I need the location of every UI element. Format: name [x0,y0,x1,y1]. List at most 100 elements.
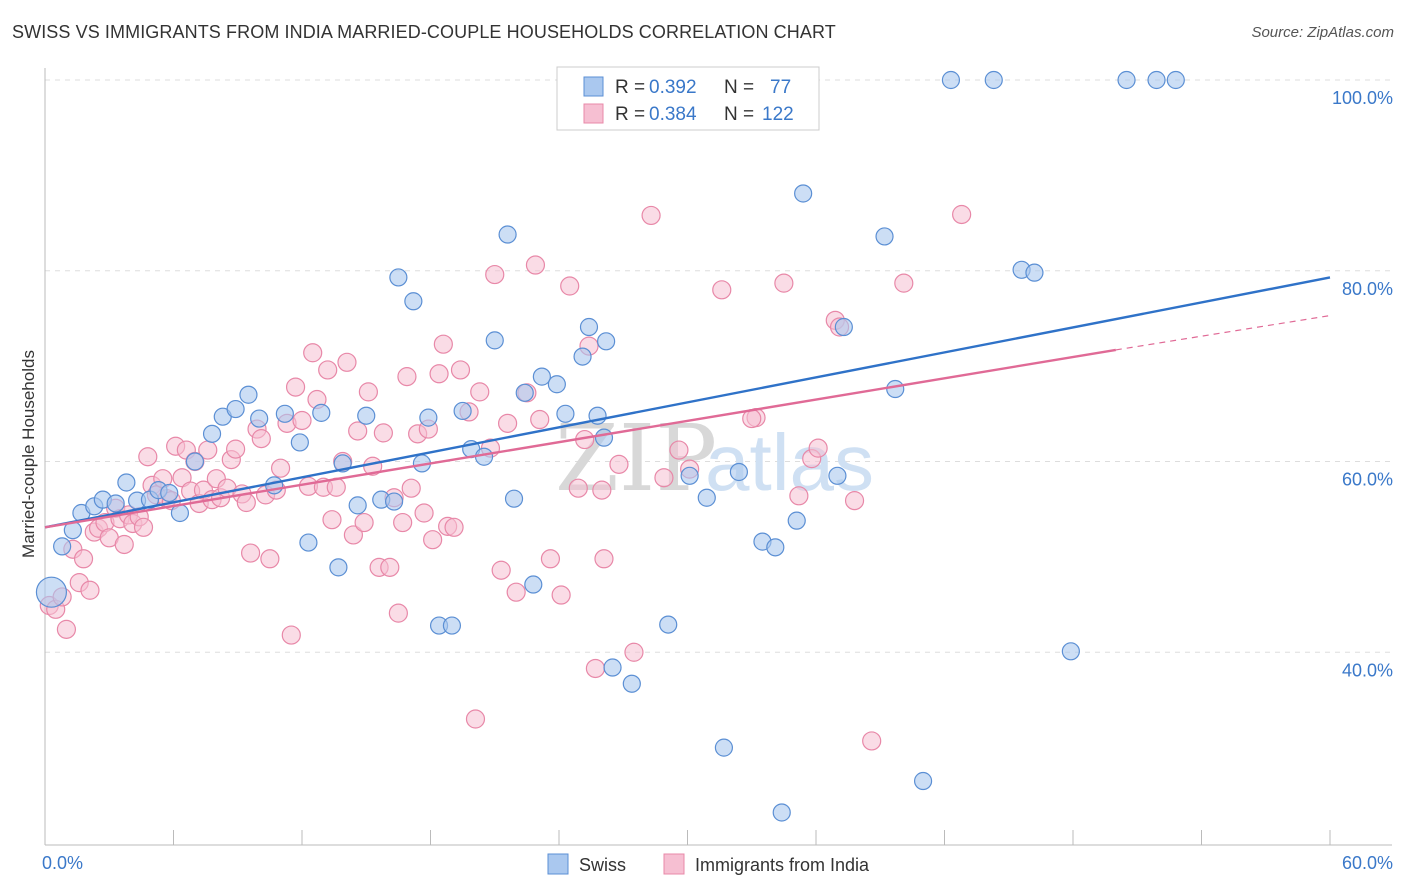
india-point [641,205,661,226]
legend-n-label-2: N = [724,104,754,125]
swiss-point [160,483,179,503]
india-point [318,360,338,380]
swiss-point [1166,70,1185,90]
y-tick-label: 100.0% [1332,88,1393,108]
india-point [322,510,342,530]
source-note: Source: ZipAtlas.com [1251,24,1394,41]
india-point [609,454,629,474]
india-point [80,580,100,600]
india-point [73,549,94,569]
india-point [133,517,154,537]
watermark-atlas: atlas [705,418,874,507]
swiss-point [299,533,318,552]
india-point [450,360,471,380]
bottom-legend-india-swatch [663,853,685,875]
grid-lines [45,79,1392,653]
swiss-point [389,268,408,287]
swiss-point [622,674,641,693]
india-point [226,439,246,459]
y-tick-label: 40.0% [1342,660,1393,680]
chart-title: SWISS VS IMMIGRANTS FROM INDIA MARRIED-C… [12,22,836,42]
india-point [380,557,400,577]
swiss-point [290,433,309,452]
swiss-point [941,70,961,90]
india-point [429,364,449,384]
legend-swiss-swatch [583,76,604,97]
india-point [862,731,882,751]
swiss-point [202,424,222,443]
bottom-legend-swiss-label: Swiss [579,855,626,875]
swiss-point [106,494,125,513]
india-point [654,468,674,488]
india-trend-extension [1115,314,1331,351]
legend-r-value-1: 0.392 [649,77,697,98]
india-point [393,512,413,533]
india-point [808,438,828,458]
india-point [56,619,77,639]
swiss-point [984,70,1003,90]
swiss-trend-line [44,276,1331,529]
swiss-point [787,511,806,530]
india-point [433,334,453,354]
legend-r-value-2: 0.384 [649,104,697,125]
india-point [525,255,546,275]
y-axis-title: Married-couple Households [19,350,38,558]
swiss-point [485,331,504,350]
swiss-point [913,771,933,791]
bottom-legend: Swiss Immigrants from India [547,853,870,875]
india-point [138,447,158,467]
swiss-point [547,375,566,394]
trend-lines [44,276,1331,529]
india-point [894,273,914,293]
swiss-point [680,466,699,485]
swiss-point [239,385,258,404]
legend-r-label-2: R = [615,104,645,125]
india-point [241,543,261,563]
swiss-point [597,332,616,351]
swiss-point [498,225,517,244]
y-tick-label: 60.0% [1342,470,1393,490]
swiss-point [1117,70,1136,90]
india-point [303,343,323,363]
swiss-point [1025,263,1044,282]
legend-india-swatch [583,103,604,124]
india-point [952,204,972,225]
india-point [373,423,393,443]
india-point [337,352,357,372]
india-point [414,503,434,523]
india-point [401,478,421,498]
swiss-point [766,538,785,557]
legend-box: R = 0.392 N = 77 R = 0.384 N = 122 [556,66,820,131]
swiss-point [53,537,72,556]
india-point [281,625,301,645]
swiss-point [419,408,438,427]
swiss-point [875,227,894,246]
legend-r-label-1: R = [615,77,645,98]
swiss-point [594,428,614,447]
swiss-point [524,575,543,594]
india-point [251,429,271,449]
swiss-point [834,317,853,337]
india-point [343,525,363,545]
india-point [444,517,464,537]
swiss-point [697,488,716,507]
legend-n-value-2: 122 [762,104,794,125]
india-point [774,273,794,293]
swiss-point [556,404,575,423]
swiss-point [714,738,734,757]
india-point [397,367,417,387]
x-tick-label-min: 0.0% [42,853,83,873]
y-tick-labels: 40.0% 60.0% 80.0% 100.0% [1332,88,1393,680]
swiss-point [453,401,472,421]
india-point [585,658,606,679]
india-point [669,440,689,460]
india-point [114,534,134,555]
swiss-point [226,399,245,419]
legend-n-value-1: 77 [770,77,791,98]
india-point [292,410,312,431]
india-point [530,409,550,430]
axes [44,68,1392,846]
india-point [470,382,490,402]
swiss-point [312,403,331,422]
